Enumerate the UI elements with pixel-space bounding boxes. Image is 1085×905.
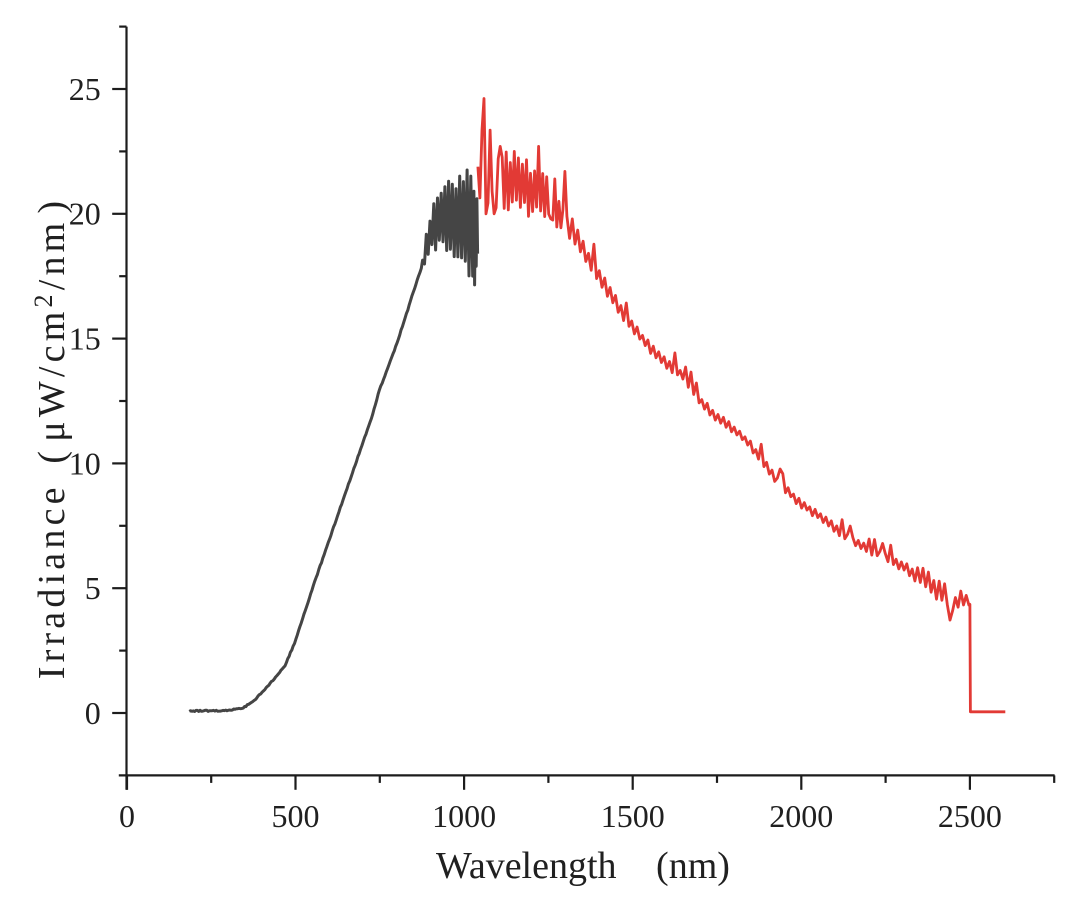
svg-text:2000: 2000 (769, 798, 833, 834)
svg-text:500: 500 (272, 798, 320, 834)
svg-text:15: 15 (69, 321, 101, 357)
svg-text:5: 5 (85, 570, 101, 606)
svg-text:10: 10 (69, 445, 101, 481)
svg-text:0: 0 (119, 798, 135, 834)
svg-text:2500: 2500 (938, 798, 1002, 834)
svg-text:1500: 1500 (601, 798, 665, 834)
svg-text:Irradiance (μW/cm2/nm): Irradiance (μW/cm2/nm) (29, 197, 73, 680)
svg-text:1000: 1000 (432, 798, 496, 834)
svg-text:25: 25 (69, 71, 101, 107)
svg-text:0: 0 (85, 695, 101, 731)
svg-text:Wavelength (nm): Wavelength (nm) (436, 845, 730, 887)
svg-text:20: 20 (69, 196, 101, 232)
